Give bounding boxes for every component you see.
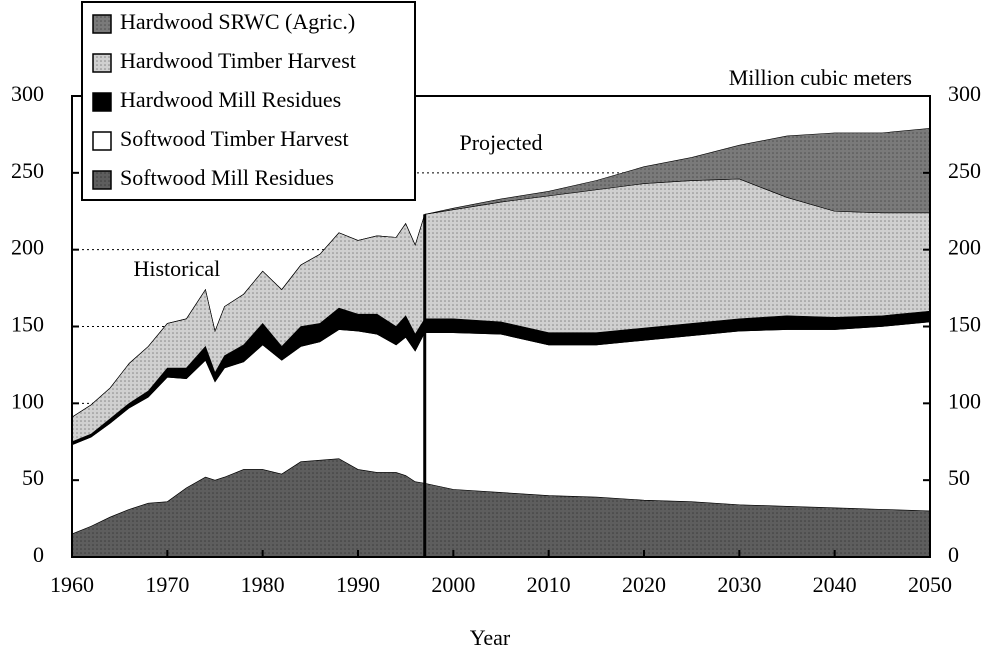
legend-swatch-texture [93, 15, 111, 33]
y-tick-label: 100 [11, 388, 44, 413]
y2-tick-label: 300 [948, 81, 981, 106]
area-texture [72, 458, 930, 557]
legend-swatch [92, 92, 112, 112]
x-tick-label: 1980 [241, 572, 285, 597]
area-texture [72, 178, 930, 442]
legend-label: Softwood Mill Residues [120, 165, 334, 190]
x-axis-label: Year [470, 625, 511, 650]
legend-label: Hardwood Mill Residues [120, 87, 341, 112]
x-tick-label: 2020 [622, 572, 666, 597]
y2-tick-label: 250 [948, 158, 981, 183]
legend-label: Hardwood SRWC (Agric.) [120, 9, 355, 34]
y-tick-label: 200 [11, 235, 44, 260]
legend-label: Hardwood Timber Harvest [120, 48, 356, 73]
x-tick-label: 2010 [527, 572, 571, 597]
x-tick-label: 1960 [50, 572, 94, 597]
y-tick-label: 0 [33, 542, 44, 567]
y-tick-label: 250 [11, 158, 44, 183]
x-tick-label: 2050 [908, 572, 952, 597]
area-texture [72, 128, 930, 418]
y-tick-label: 50 [22, 465, 44, 490]
legend-label: Softwood Timber Harvest [120, 126, 349, 151]
legend-box [81, 1, 416, 201]
x-tick-label: 2040 [813, 572, 857, 597]
x-tick-label: 1970 [145, 572, 189, 597]
x-tick-label: 2030 [717, 572, 761, 597]
y2-tick-label: 200 [948, 235, 981, 260]
legend-swatch [92, 131, 112, 151]
y-tick-label: 300 [11, 81, 44, 106]
x-tick-label: 1990 [336, 572, 380, 597]
y2-tick-label: 50 [948, 465, 970, 490]
y-axis-label: Million cubic meters [729, 65, 912, 90]
y2-tick-label: 150 [948, 312, 981, 337]
x-tick-label: 2000 [431, 572, 475, 597]
y2-tick-label: 0 [948, 542, 959, 567]
y2-tick-label: 100 [948, 388, 981, 413]
annotation: Historical [133, 256, 220, 281]
legend-swatch-texture [93, 54, 111, 72]
legend-swatch-texture [93, 171, 111, 189]
y-tick-label: 150 [11, 312, 44, 337]
annotation: Projected [459, 130, 542, 155]
